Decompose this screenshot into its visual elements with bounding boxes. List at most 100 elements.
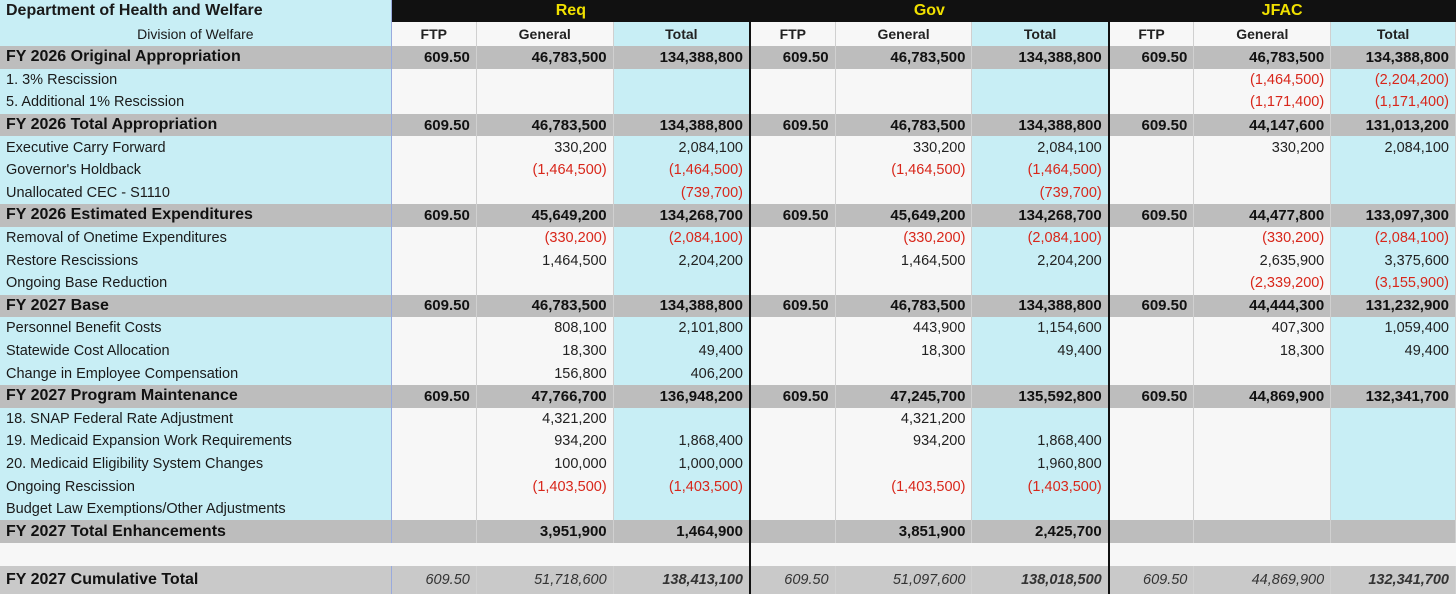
header-row-groups: Department of Health and Welfare Req Gov… xyxy=(0,0,1456,22)
department-title: Department of Health and Welfare xyxy=(0,0,392,22)
gov-general-cell: 4,321,200 xyxy=(835,407,973,431)
row-label: Ongoing Rescission xyxy=(0,475,392,498)
table-row: 18. SNAP Federal Rate Adjustment 4,321,20… xyxy=(0,407,1456,431)
row-label: FY 2026 Estimated Expenditures xyxy=(0,204,392,227)
jfac-ftp-cell xyxy=(1107,430,1195,453)
gov-ftp-cell xyxy=(748,68,836,92)
jfac-total-cell xyxy=(1330,452,1456,476)
req-general-cell: 3,951,900 xyxy=(476,520,614,544)
gov-ftp-cell xyxy=(748,430,836,453)
req-ftp-cell: 609.50 xyxy=(391,46,477,69)
jfac-general-cell: (330,200) xyxy=(1193,226,1332,250)
subtotal-row: FY 2027 Program Maintenance 609.50 47,766,… xyxy=(0,384,1456,408)
gov-total-cell: 134,388,800 xyxy=(971,294,1110,318)
gov-total-cell xyxy=(971,497,1110,521)
gov-ftp-cell xyxy=(748,158,836,182)
req-general-cell xyxy=(476,91,614,114)
req-ftp-cell xyxy=(391,520,477,544)
jfac-total-cell: 49,400 xyxy=(1330,339,1456,363)
gov-general-cell xyxy=(835,271,973,295)
req-ftp-cell: 609.50 xyxy=(391,384,477,408)
gov-ftp-cell xyxy=(748,520,836,544)
req-general-cell: 46,783,500 xyxy=(476,294,614,318)
gov-total-cell xyxy=(971,362,1110,385)
jfac-total-cell: 131,013,200 xyxy=(1330,113,1456,137)
col-header-general: General xyxy=(1193,22,1332,46)
jfac-general-cell: 46,783,500 xyxy=(1193,46,1332,69)
jfac-ftp-cell xyxy=(1107,497,1195,521)
jfac-total-cell: 132,341,700 xyxy=(1330,565,1456,594)
jfac-total-cell xyxy=(1330,497,1456,521)
gov-general-cell: 1,464,500 xyxy=(835,249,973,272)
jfac-general-cell: 407,300 xyxy=(1193,317,1332,340)
req-ftp-cell: 609.50 xyxy=(391,565,477,594)
gov-total-cell xyxy=(971,407,1110,431)
req-ftp-cell xyxy=(391,407,477,431)
req-general-cell: 156,800 xyxy=(476,362,614,385)
subtotal-row: FY 2027 Base 609.50 46,783,500 134,388,800 6… xyxy=(0,294,1456,318)
req-total-cell: (1,403,500) xyxy=(613,475,751,498)
gov-total-cell: 138,018,500 xyxy=(971,565,1110,594)
req-general-cell: 47,766,700 xyxy=(476,384,614,408)
jfac-general-cell: 44,869,900 xyxy=(1193,565,1332,594)
gov-ftp-cell: 609.50 xyxy=(748,113,836,137)
req-general-cell xyxy=(476,497,614,521)
gov-general-cell: 934,200 xyxy=(835,430,973,453)
req-ftp-cell xyxy=(391,362,477,385)
req-total-cell: 49,400 xyxy=(613,339,751,363)
gov-ftp-cell xyxy=(748,249,836,272)
req-general-cell: 808,100 xyxy=(476,317,614,340)
table-row: Personnel Benefit Costs 808,100 2,101,800 4… xyxy=(0,317,1456,340)
gov-total-cell: 1,868,400 xyxy=(971,430,1110,453)
table-row: Ongoing Rescission (1,403,500) (1,403,500)… xyxy=(0,475,1456,498)
row-label: Governor's Holdback xyxy=(0,158,392,182)
req-total-cell: 136,948,200 xyxy=(613,384,751,408)
gov-ftp-cell xyxy=(748,339,836,363)
col-header-total: Total xyxy=(613,22,751,46)
gov-ftp-cell xyxy=(748,136,836,159)
req-general-cell: (1,464,500) xyxy=(476,158,614,182)
jfac-general-cell: 44,147,600 xyxy=(1193,113,1332,137)
gov-total-cell: 134,268,700 xyxy=(971,204,1110,227)
jfac-total-cell: (1,171,400) xyxy=(1330,91,1456,114)
jfac-general-cell xyxy=(1193,452,1332,476)
jfac-ftp-cell xyxy=(1107,136,1195,159)
gov-ftp-cell: 609.50 xyxy=(748,565,836,594)
req-ftp-cell xyxy=(391,339,477,363)
req-total-cell xyxy=(613,407,751,431)
table-row: Ongoing Base Reduction (2,339,200) (3,155,… xyxy=(0,271,1456,295)
row-label xyxy=(0,543,392,566)
gov-general-cell: 3,851,900 xyxy=(835,520,973,544)
gov-ftp-cell xyxy=(748,452,836,476)
subtotal-row: FY 2026 Total Appropriation 609.50 46,783,… xyxy=(0,113,1456,137)
req-general-cell: 100,000 xyxy=(476,452,614,476)
gov-ftp-cell xyxy=(748,497,836,521)
table-row: Removal of Onetime Expenditures (330,200)… xyxy=(0,226,1456,250)
jfac-general-cell xyxy=(1193,520,1332,544)
row-label: Removal of Onetime Expenditures xyxy=(0,226,392,250)
req-ftp-cell xyxy=(391,271,477,295)
gov-general-cell: (1,403,500) xyxy=(835,475,973,498)
gov-ftp-cell xyxy=(748,407,836,431)
gov-general-cell: 51,097,600 xyxy=(835,565,973,594)
row-label: FY 2027 Cumulative Total xyxy=(0,565,392,594)
req-general-cell xyxy=(476,68,614,92)
req-ftp-cell xyxy=(391,497,477,521)
jfac-ftp-cell xyxy=(1107,339,1195,363)
col-header-ftp: FTP xyxy=(748,22,836,46)
col-header-ftp: FTP xyxy=(1107,22,1195,46)
req-ftp-cell xyxy=(391,317,477,340)
gov-total-cell: (1,464,500) xyxy=(971,158,1110,182)
req-total-cell: 1,464,900 xyxy=(613,520,751,544)
jfac-ftp-cell: 609.50 xyxy=(1107,565,1195,594)
req-total-cell xyxy=(613,68,751,92)
gov-general-cell xyxy=(835,68,973,92)
gov-total-cell xyxy=(971,91,1110,114)
gov-total-cell: 134,388,800 xyxy=(971,46,1110,69)
gov-total-cell: (1,403,500) xyxy=(971,475,1110,498)
req-ftp-cell xyxy=(391,475,477,498)
jfac-general-cell: 18,300 xyxy=(1193,339,1332,363)
gov-total-cell: (739,700) xyxy=(971,181,1110,205)
req-ftp-cell xyxy=(391,158,477,182)
row-label: FY 2027 Total Enhancements xyxy=(0,520,392,544)
